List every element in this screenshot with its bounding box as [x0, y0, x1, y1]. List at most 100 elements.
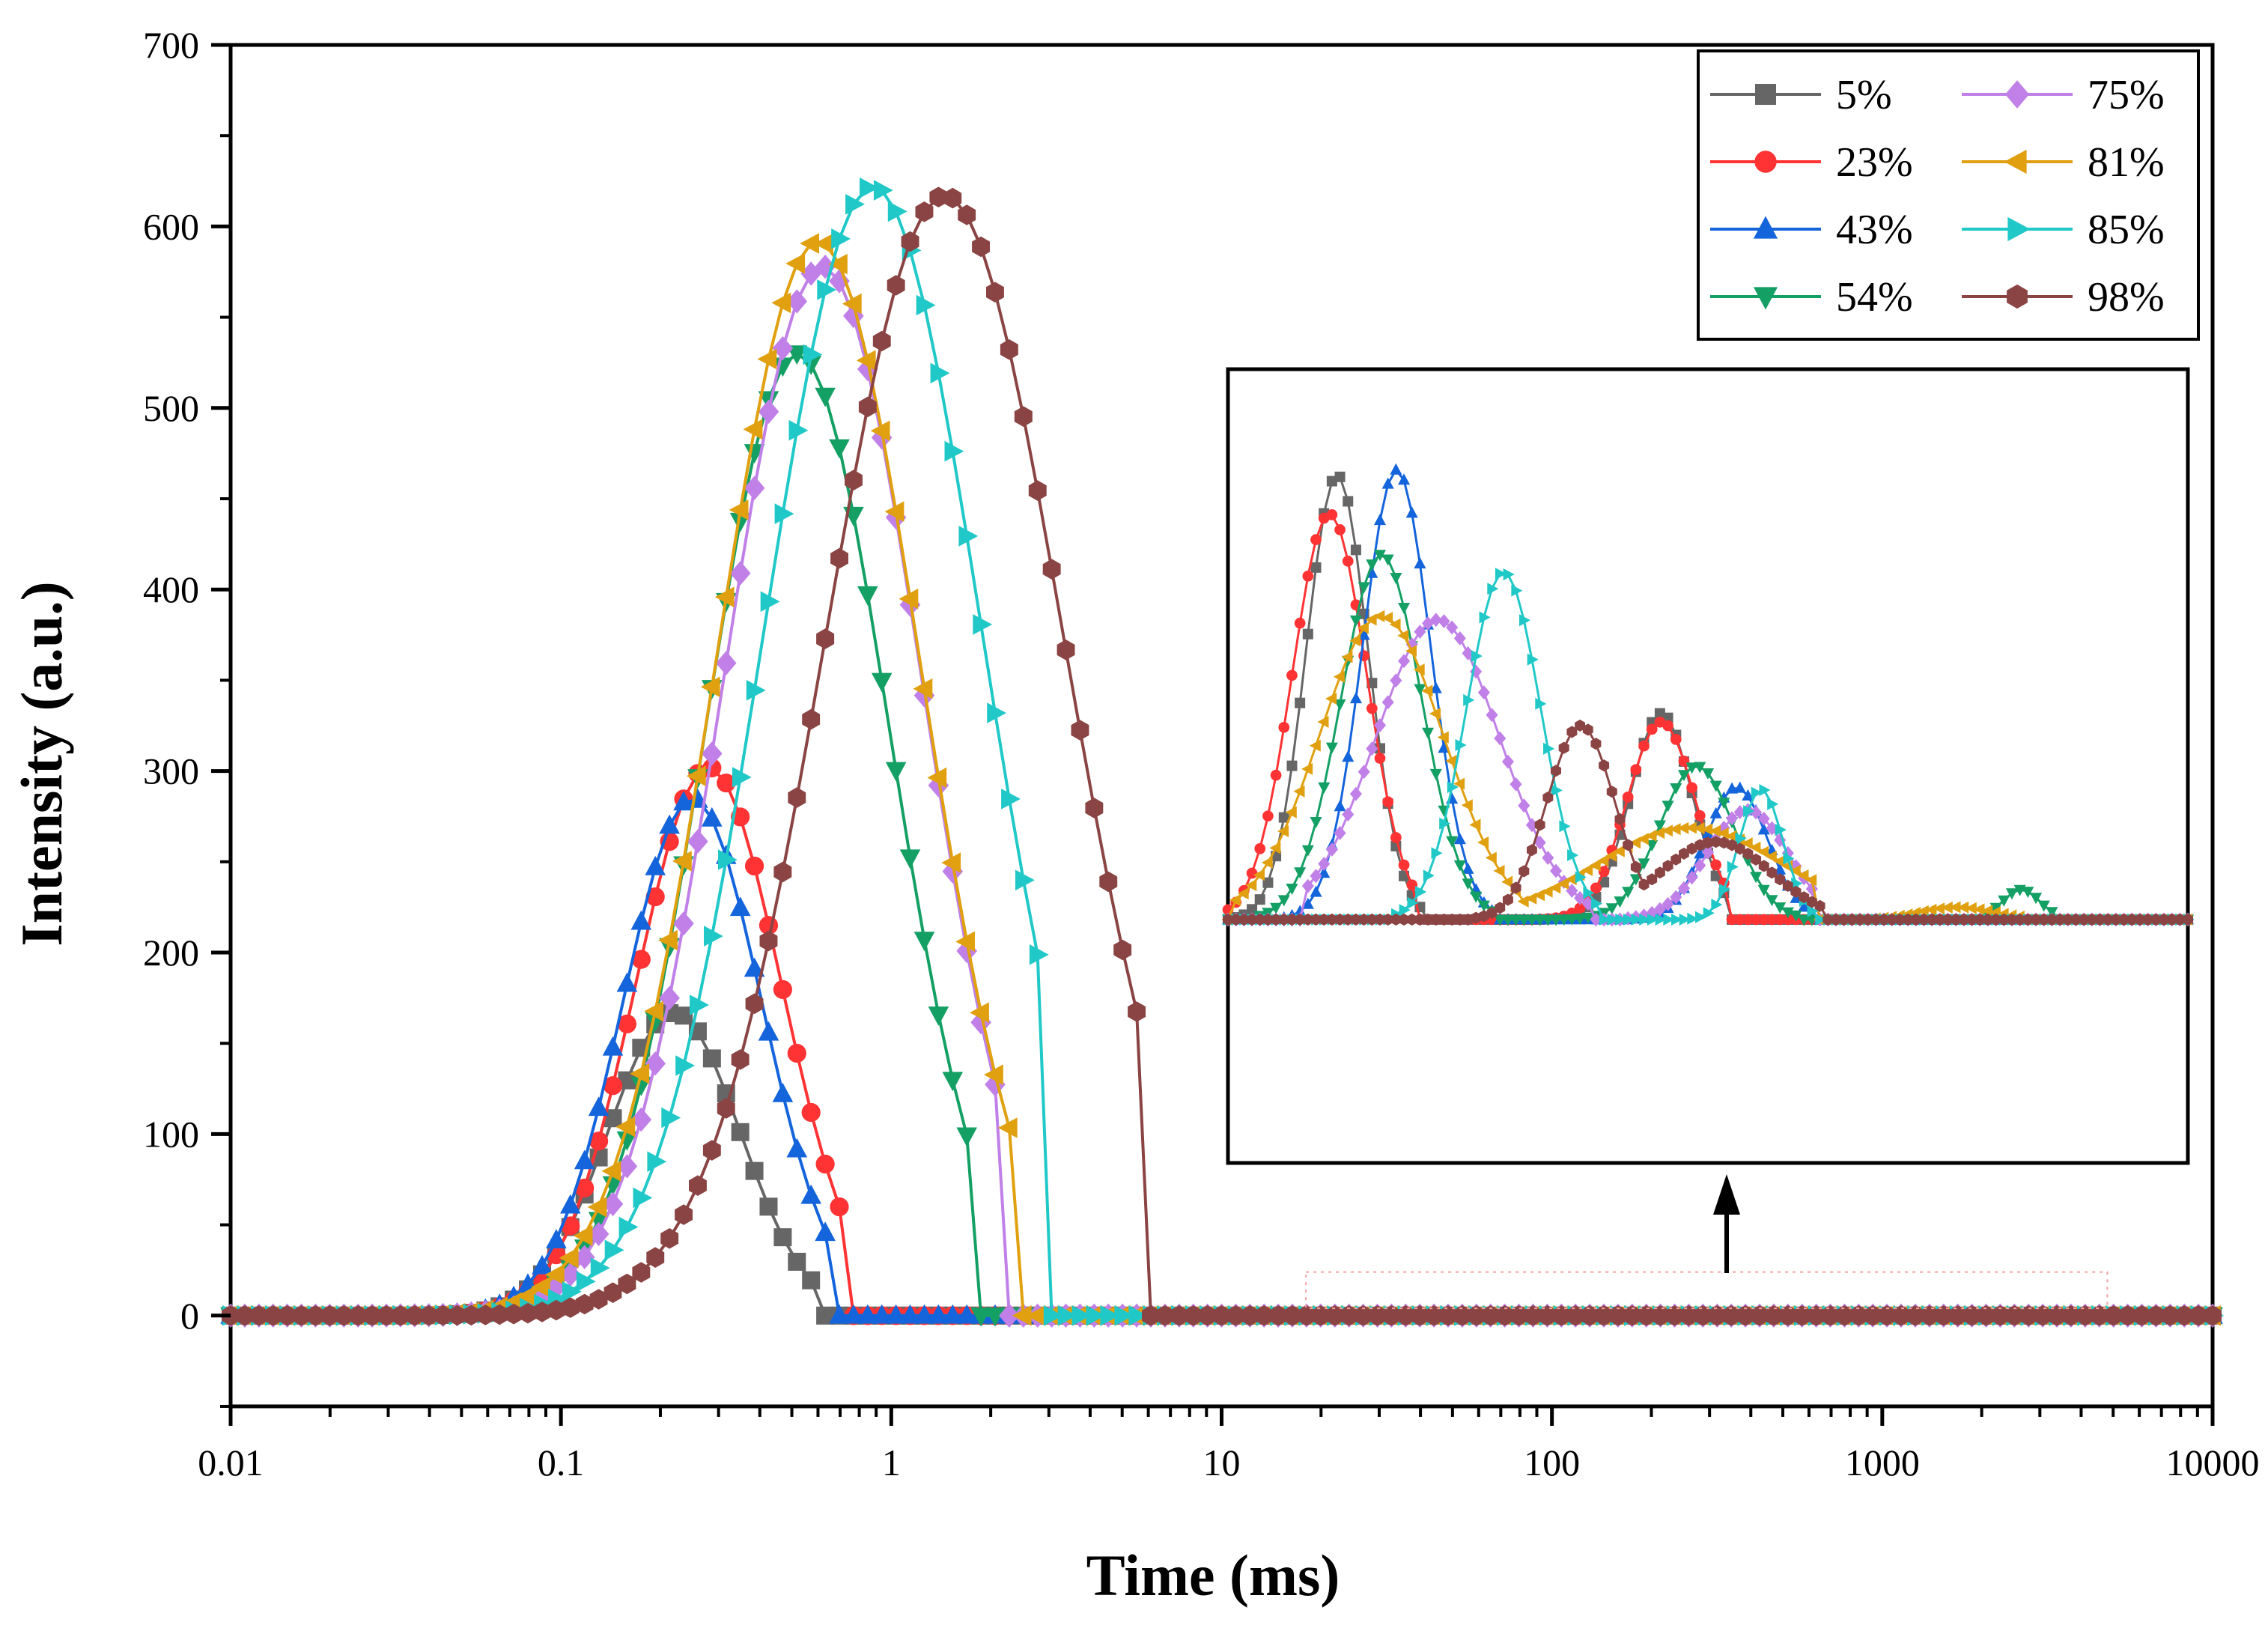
- data-point: [1574, 890, 1587, 905]
- data-point: [1198, 1305, 1217, 1326]
- data-point: [1029, 944, 1049, 965]
- data-point: [1278, 812, 1289, 823]
- data-point: [1551, 765, 1561, 777]
- data-point: [604, 1239, 624, 1261]
- data-point: [1757, 811, 1770, 826]
- y-axis-title: Intensity (a.u.): [9, 581, 74, 947]
- data-point: [1326, 913, 1337, 926]
- data-point: [1552, 1305, 1571, 1326]
- data-point: [1693, 821, 1705, 834]
- data-point: [462, 1305, 481, 1326]
- data-point: [2014, 913, 2025, 926]
- data-point: [1998, 913, 2010, 926]
- y-tick-label: 700: [143, 24, 199, 66]
- data-point: [1100, 1305, 1120, 1326]
- data-point: [1727, 839, 1737, 851]
- data-point: [1743, 805, 1755, 818]
- data-point: [1767, 798, 1779, 810]
- data-point: [1741, 837, 1753, 850]
- data-point: [1334, 826, 1346, 840]
- data-point: [1670, 734, 1682, 745]
- data-point: [943, 187, 962, 209]
- data-point: [2103, 913, 2114, 926]
- data-point: [1373, 718, 1386, 732]
- data-point: [815, 387, 836, 407]
- data-point: [1685, 870, 1698, 885]
- data-point: [1057, 1305, 1077, 1326]
- data-point: [1663, 913, 1675, 926]
- data-point: [955, 931, 975, 953]
- data-point: [1799, 891, 1810, 904]
- data-point: [1933, 902, 1945, 915]
- data-point: [1390, 673, 1402, 688]
- data-point: [1366, 913, 1378, 926]
- data-point: [1679, 847, 1689, 860]
- data-point: [1629, 874, 1642, 886]
- data-point: [632, 1262, 651, 1283]
- data-point: [1662, 860, 1673, 872]
- data-point: [1381, 695, 1394, 710]
- data-point: [1467, 1305, 1486, 1326]
- data-point: [803, 344, 823, 365]
- data-point: [1411, 1305, 1429, 1326]
- x-axis-title: Time (ms): [1086, 1543, 1340, 1608]
- data-point: [1294, 867, 1307, 879]
- data-point: [1671, 913, 1682, 926]
- data-point: [1479, 611, 1491, 624]
- data-point: [1742, 914, 1754, 926]
- data-point: [1766, 866, 1778, 879]
- data-point: [1398, 473, 1411, 485]
- data-point: [1350, 544, 1361, 556]
- data-point: [1589, 859, 1601, 872]
- data-point: [1542, 851, 1554, 865]
- data-point: [588, 1096, 609, 1117]
- data-point: [2004, 80, 2030, 109]
- data-point: [1797, 869, 1809, 882]
- data-point: [956, 1304, 977, 1324]
- data-point: [1870, 913, 1882, 926]
- data-point: [531, 1277, 550, 1298]
- data-point: [602, 1191, 624, 1217]
- data-point: [802, 1271, 821, 1290]
- data-point: [490, 1304, 509, 1325]
- data-point: [1726, 914, 1738, 926]
- data-point: [745, 993, 764, 1015]
- data-point: [1318, 857, 1331, 871]
- data-point: [1471, 650, 1483, 663]
- data-point: [1382, 913, 1393, 926]
- data-point: [1295, 697, 1306, 708]
- data-point: [1405, 506, 1418, 518]
- data-point: [916, 294, 936, 316]
- data-point: [644, 1000, 663, 1022]
- data-point: [1665, 1305, 1684, 1326]
- data-point: [1478, 910, 1489, 923]
- data-point: [519, 1302, 537, 1324]
- data-point: [1502, 893, 1513, 906]
- data-point: [1726, 811, 1739, 826]
- inset-source-region: [1305, 1271, 2109, 1310]
- x-tick-label: 10000: [2166, 1442, 2260, 1483]
- data-point: [559, 1247, 579, 1269]
- data-point: [1575, 719, 1585, 732]
- data-point: [1655, 913, 1667, 926]
- data-point: [1669, 823, 1681, 836]
- data-point: [1686, 782, 1697, 794]
- data-point: [1710, 859, 1722, 871]
- data-point: [306, 1305, 325, 1326]
- data-point: [1581, 912, 1594, 924]
- data-point: [1301, 845, 1314, 857]
- data-point: [675, 1006, 693, 1025]
- data-point: [773, 1228, 792, 1247]
- data-point: [1114, 1305, 1134, 1326]
- data-point: [1766, 821, 1778, 836]
- data-point: [1815, 913, 1827, 926]
- data-point: [1429, 768, 1442, 780]
- data-point: [1614, 813, 1626, 825]
- data-point: [1981, 905, 1993, 917]
- data-point: [1750, 805, 1763, 820]
- data-point: [1726, 782, 1739, 794]
- data-point: [929, 186, 948, 207]
- data-point: [615, 1116, 636, 1138]
- data-point: [1358, 628, 1370, 640]
- data-point: [1302, 628, 1313, 640]
